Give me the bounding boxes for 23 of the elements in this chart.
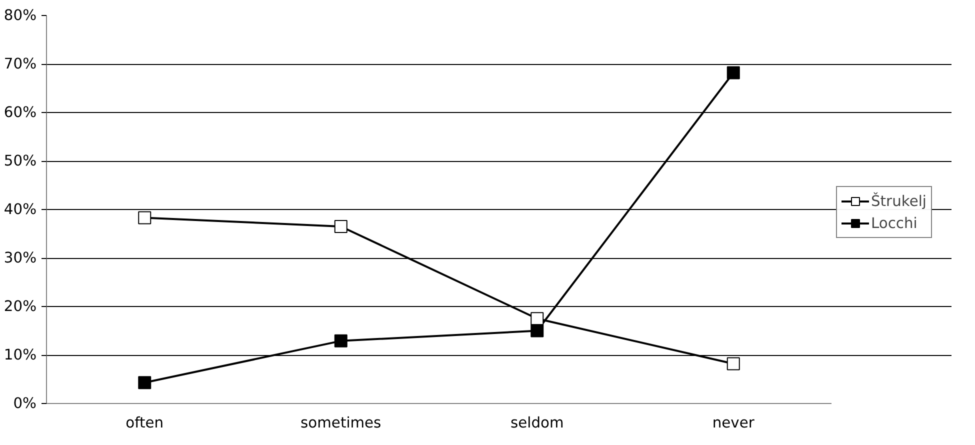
point <box>334 220 348 233</box>
y-tick-label: 60% <box>4 104 37 121</box>
point <box>138 376 152 390</box>
y-tick-label: 50% <box>4 152 37 170</box>
point <box>726 357 740 370</box>
point <box>530 324 544 338</box>
legend-label: Štrukelj <box>871 192 926 210</box>
x-tick-label: sometimes <box>300 414 382 432</box>
point <box>726 66 740 80</box>
x-tick-label: never <box>712 414 756 432</box>
y-tick-label: 40% <box>4 201 37 218</box>
y-tick-label: 30% <box>4 250 37 266</box>
point <box>334 334 348 348</box>
y-tick-label: 0% <box>13 395 37 412</box>
legend-label: Locchi <box>871 214 918 232</box>
point <box>138 211 152 224</box>
y-tick-label: 10% <box>4 346 37 364</box>
x-tick-label: often <box>126 414 164 432</box>
y-tick-label: 20% <box>4 298 37 315</box>
x-tick-label: seldom <box>510 414 564 432</box>
y-tick-label: 80% <box>4 7 37 24</box>
point <box>530 312 544 326</box>
y-tick-label: 70% <box>4 56 37 72</box>
